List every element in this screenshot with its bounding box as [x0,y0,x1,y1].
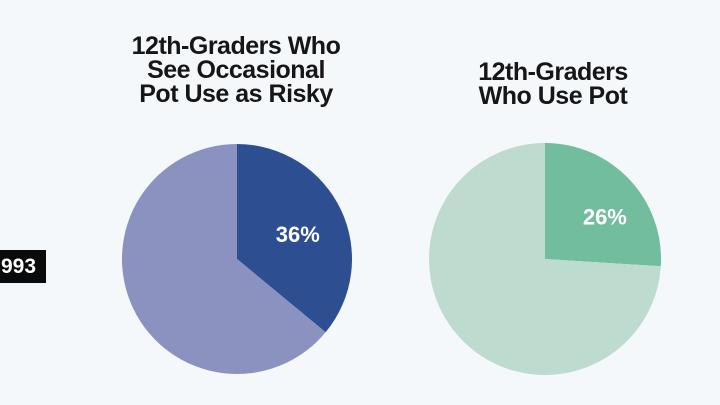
pie-slice-remainder [122,144,326,374]
title-line: 12th-Graders Who [131,32,341,60]
pie-slice-remainder [429,143,661,375]
pie-risk-perception: 36% [122,144,352,374]
title-line: 12th-Graders [478,58,628,86]
slice-label: 36% [276,222,320,247]
pie-slice-26pct [545,143,661,267]
slice-label: 26% [583,205,627,230]
chart-title-risk-perception: 12th-Graders Who See Occasional Pot Use … [86,32,386,108]
title-line: See Occasional [147,56,325,84]
year-badge: 993 [0,250,47,283]
title-line: Who Use Pot [478,82,628,110]
chart-title-pot-use: 12th-Graders Who Use Pot [403,58,703,110]
year-badge-label: 993 [1,254,37,278]
pie-pot-use: 26% [429,143,661,375]
pie-slice-36pct [237,144,352,333]
title-line: Pot Use as Risky [139,80,333,108]
